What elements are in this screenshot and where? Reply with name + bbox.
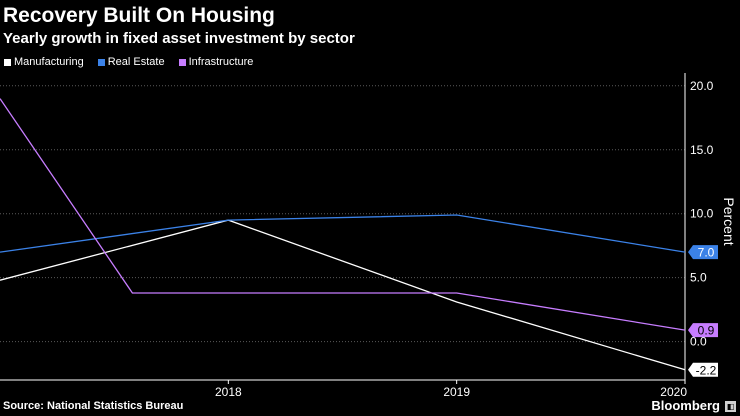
legend-swatch-infrastructure (178, 58, 186, 66)
x-tick-label-2018: 2018 (215, 385, 242, 399)
y-tick-label-0-0: 0.0 (690, 335, 707, 349)
y-tick-label-20-0: 20.0 (690, 79, 714, 93)
legend-item-real-estate: Real Estate (97, 56, 165, 68)
chart-title: Recovery Built On Housing (3, 4, 275, 27)
x-tick-label-2020: 2020 (660, 385, 687, 399)
brand-logo: Bloomberg (651, 398, 720, 413)
legend: Manufacturing Real Estate Infrastructure (4, 56, 253, 68)
legend-label-infrastructure: Infrastructure (188, 56, 254, 68)
end-label-box-infrastructure (688, 323, 718, 338)
chart-subtitle: Yearly growth in fixed asset investment … (3, 30, 355, 47)
y-tick-label-10-0: 10.0 (690, 207, 714, 221)
legend-label-real-estate: Real Estate (107, 56, 165, 68)
bloomberg-mark-icon: ◧ (725, 401, 736, 412)
legend-swatch-manufacturing (4, 58, 11, 66)
end-label-infrastructure: 0.9 (698, 324, 715, 338)
series-line-manufacturing (0, 219, 686, 371)
legend-item-manufacturing: Manufacturing (4, 56, 84, 68)
y-tick-label-15-0: 15.0 (690, 143, 714, 157)
end-label-box-manufacturing (688, 362, 718, 377)
source-note: Source: National Statistics Bureau (3, 400, 184, 412)
series-line-real-estate (0, 214, 686, 253)
legend-swatch-real-estate (97, 58, 105, 66)
end-label-box-real-estate (688, 245, 718, 260)
end-label-manufacturing: -2.2 (696, 363, 717, 377)
y-tick-label-5-0: 5.0 (690, 271, 707, 285)
series-line-infrastructure (0, 98, 686, 331)
x-tick-label-2019: 2019 (443, 385, 470, 399)
legend-label-manufacturing: Manufacturing (14, 56, 84, 68)
end-label-real-estate: 7.0 (698, 246, 715, 260)
y-axis-title: Percent (721, 197, 737, 245)
legend-item-infrastructure: Infrastructure (178, 56, 254, 68)
